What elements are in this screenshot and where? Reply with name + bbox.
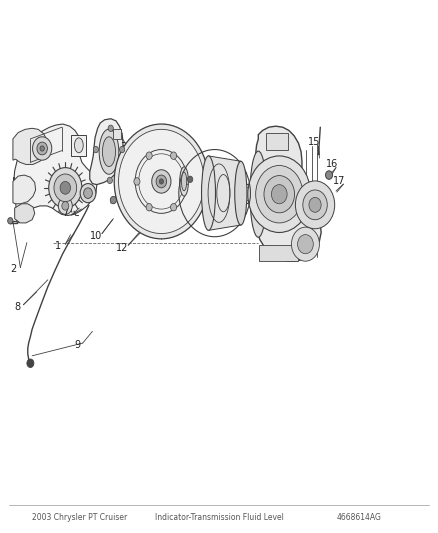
Circle shape (325, 171, 332, 179)
Circle shape (107, 177, 113, 183)
Ellipse shape (102, 137, 116, 166)
Circle shape (156, 175, 166, 188)
Ellipse shape (250, 151, 267, 237)
Circle shape (84, 188, 92, 198)
Ellipse shape (99, 129, 119, 174)
Text: 12: 12 (116, 244, 128, 253)
Circle shape (37, 142, 47, 155)
Ellipse shape (180, 167, 188, 196)
Circle shape (256, 165, 303, 223)
Text: 2: 2 (10, 264, 16, 273)
Circle shape (152, 169, 171, 193)
Text: 14: 14 (228, 184, 240, 195)
Circle shape (110, 196, 117, 204)
Circle shape (159, 179, 163, 184)
Text: 13: 13 (201, 171, 213, 181)
Circle shape (32, 137, 52, 160)
Circle shape (108, 125, 113, 132)
Text: Indicator-Transmission Fluid Level: Indicator-Transmission Fluid Level (155, 513, 283, 522)
Text: 17: 17 (333, 176, 345, 187)
Circle shape (120, 147, 125, 153)
Ellipse shape (74, 138, 83, 153)
Text: 10: 10 (90, 231, 102, 241)
Text: 8: 8 (14, 302, 20, 312)
Polygon shape (266, 133, 288, 150)
Circle shape (146, 204, 152, 211)
Polygon shape (14, 204, 35, 223)
Ellipse shape (181, 172, 187, 191)
Text: 15: 15 (308, 137, 320, 147)
Circle shape (58, 197, 72, 214)
Ellipse shape (201, 156, 215, 230)
Circle shape (291, 227, 319, 261)
Circle shape (295, 181, 335, 229)
Circle shape (146, 152, 152, 159)
Circle shape (40, 146, 44, 151)
Text: 11: 11 (166, 153, 178, 163)
Circle shape (264, 175, 294, 213)
Ellipse shape (235, 161, 247, 225)
Circle shape (297, 235, 313, 254)
Circle shape (114, 124, 208, 239)
Polygon shape (13, 128, 48, 165)
Text: 2003 Chrysler PT Cruiser: 2003 Chrysler PT Cruiser (32, 513, 127, 522)
Polygon shape (90, 119, 123, 184)
Text: 4668614AG: 4668614AG (336, 513, 381, 522)
Polygon shape (259, 245, 297, 261)
Polygon shape (254, 126, 321, 261)
Circle shape (93, 147, 99, 153)
Polygon shape (208, 156, 241, 230)
Polygon shape (71, 135, 86, 156)
Circle shape (8, 217, 13, 224)
Circle shape (187, 176, 193, 182)
Circle shape (54, 174, 77, 201)
Circle shape (49, 167, 82, 208)
Circle shape (272, 184, 287, 204)
Circle shape (248, 156, 311, 232)
Text: 9: 9 (74, 340, 80, 350)
Circle shape (170, 152, 177, 159)
Circle shape (27, 359, 34, 368)
Circle shape (183, 177, 189, 185)
Polygon shape (113, 130, 121, 139)
Circle shape (62, 201, 69, 210)
Circle shape (119, 130, 204, 233)
Text: 3: 3 (121, 142, 127, 152)
Polygon shape (14, 124, 97, 224)
Circle shape (60, 181, 71, 194)
Text: 7: 7 (62, 208, 68, 219)
Circle shape (80, 183, 96, 203)
Circle shape (134, 177, 140, 185)
Polygon shape (13, 175, 35, 204)
Circle shape (170, 204, 177, 211)
Text: 16: 16 (325, 159, 338, 169)
Text: 1: 1 (55, 241, 61, 251)
Circle shape (303, 190, 327, 220)
Text: 6: 6 (167, 148, 173, 158)
Circle shape (309, 197, 321, 212)
